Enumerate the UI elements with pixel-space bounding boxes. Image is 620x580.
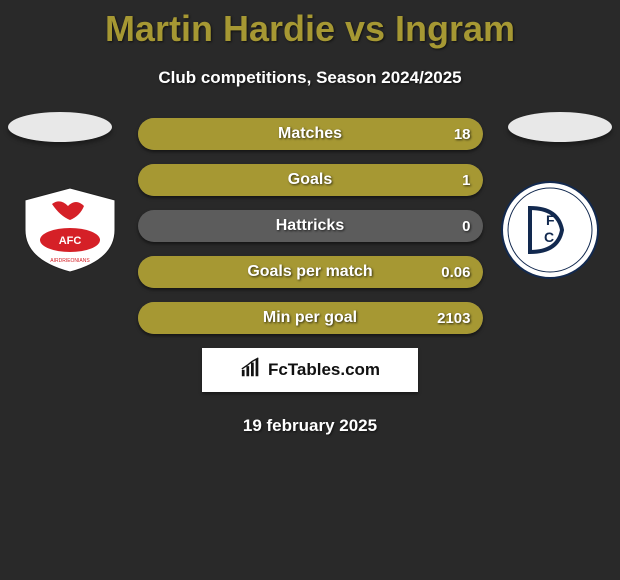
player-photo-right: [508, 112, 612, 142]
stat-row: Hattricks0: [138, 210, 483, 242]
svg-text:C: C: [544, 229, 554, 245]
stat-value-right: 18: [454, 126, 471, 143]
stat-row: Goals1: [138, 164, 483, 196]
svg-text:AFC: AFC: [59, 235, 82, 247]
stat-value-right: 0: [462, 218, 470, 235]
stat-value-right: 2103: [437, 310, 470, 327]
page-title: Martin Hardie vs Ingram: [0, 0, 620, 50]
brand-text: FcTables.com: [268, 360, 380, 380]
stat-value-right: 0.06: [441, 264, 470, 281]
stat-label: Matches: [138, 125, 483, 143]
svg-text:F: F: [546, 212, 555, 228]
stat-row: Min per goal2103: [138, 302, 483, 334]
stat-label: Hattricks: [138, 217, 483, 235]
stat-label: Min per goal: [138, 309, 483, 327]
stat-label: Goals per match: [138, 263, 483, 281]
club-badge-right: F C: [500, 180, 600, 280]
stat-row: Goals per match0.06: [138, 256, 483, 288]
stats-list: Matches18 Goals1 Hattricks0 Goals per match…: [138, 118, 483, 334]
stat-label: Goals: [138, 171, 483, 189]
brand-box[interactable]: FcTables.com: [202, 348, 418, 392]
date-label: 19 february 2025: [0, 416, 620, 436]
chart-icon: [240, 357, 262, 384]
stat-row: Matches18: [138, 118, 483, 150]
club-badge-left: AFC AIRDRIEONIANS: [20, 186, 120, 274]
stat-value-right: 1: [462, 172, 470, 189]
comparison-container: AFC AIRDRIEONIANS F C Matches18 Goals1 Hat…: [0, 118, 620, 436]
svg-text:AIRDRIEONIANS: AIRDRIEONIANS: [50, 258, 90, 264]
player-photo-left: [8, 112, 112, 142]
page-subtitle: Club competitions, Season 2024/2025: [0, 68, 620, 88]
